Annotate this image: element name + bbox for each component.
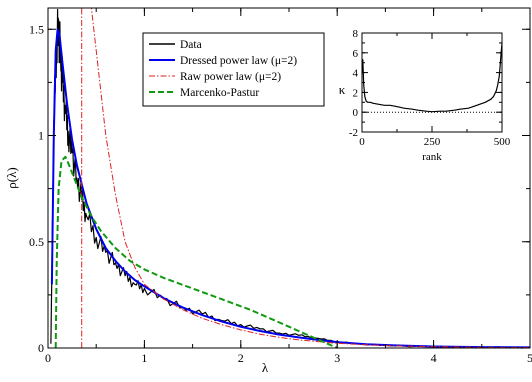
main-series-data — [50, 8, 531, 349]
main-y-tick-label: 0 — [38, 341, 44, 355]
inset-y-tick-label: 2 — [353, 87, 359, 99]
inset-x-tick-label: 500 — [494, 136, 511, 148]
legend: Data Dressed power law (μ=2) Raw power l… — [142, 32, 325, 107]
x-axis-title: λ — [262, 360, 269, 375]
legend-label-raw: Raw power law (μ=2) — [180, 71, 281, 83]
main-x-tick-label: 5 — [527, 351, 532, 365]
inset-background — [362, 33, 502, 132]
main-series-marcenko-pastur — [54, 155, 338, 349]
main-x-tick-label: 4 — [431, 351, 437, 365]
inset-x-tick-label: 250 — [424, 136, 441, 148]
inset-x-tick-label: 0 — [359, 136, 365, 148]
y-axis-title: ρ(λ) — [4, 167, 19, 188]
inset-y-tick-label: 6 — [353, 48, 359, 60]
main-x-tick-label: 0 — [45, 351, 51, 365]
legend-label-data: Data — [180, 39, 202, 51]
legend-label-dressed: Dressed power law (μ=2) — [180, 55, 297, 67]
inset-y-tick-label: -2 — [349, 127, 358, 139]
main-ticks-layer: 0 1 2 3 4 5 0 0.5 1 1.5 — [29, 8, 532, 365]
main-y-tick-label: 0.5 — [29, 235, 44, 249]
inset-y-axis-title: κ — [339, 82, 346, 97]
legend-box — [142, 32, 325, 107]
inset-x-axis-title: rank — [422, 151, 442, 163]
main-y-tick-label: 1.5 — [29, 22, 44, 36]
inset-y-tick-label: 0 — [353, 107, 359, 119]
main-series-raw-power-law-2 — [81, 7, 531, 349]
main-y-tick-label: 1 — [38, 129, 44, 143]
main-x-tick-label: 1 — [141, 351, 147, 365]
main-x-tick-label: 2 — [238, 351, 244, 365]
inset-y-tick-label: 8 — [353, 28, 359, 40]
inset-series-line0 — [361, 42, 503, 113]
inset-series-layer — [361, 42, 503, 113]
main-x-tick-label: 3 — [334, 351, 340, 365]
inset-y-tick-label: 4 — [353, 68, 359, 80]
legend-label-mp: Marcenko-Pastur — [180, 87, 259, 99]
